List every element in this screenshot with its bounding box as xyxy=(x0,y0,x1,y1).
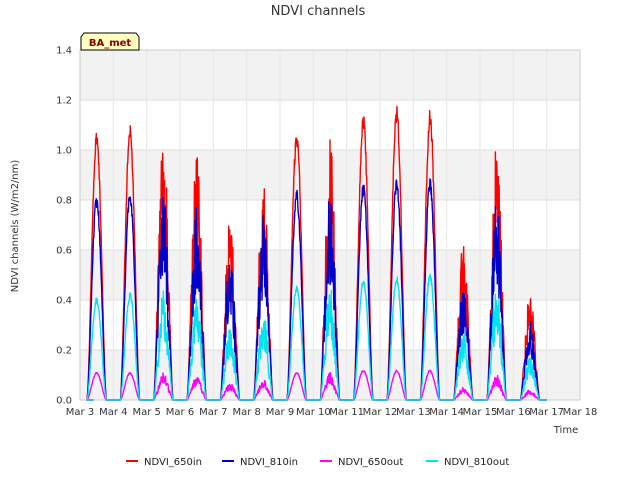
legend-item-ndvi-650out: NDVI_650out xyxy=(320,457,403,468)
y-tick-label: 0.6 xyxy=(56,246,72,257)
x-tick-labels: Mar 3 Mar 4 Mar 5 Mar 6 Mar 7 Mar 8 Mar 9 Mar 1… xyxy=(66,407,598,418)
x-tick-label: Mar 10 xyxy=(296,407,331,418)
x-tick-label: Mar 18 xyxy=(563,407,598,418)
x-tick-label: Mar 17 xyxy=(529,407,564,418)
legend-label: NDVI_810in xyxy=(240,457,298,468)
x-tick-label: Mar 8 xyxy=(232,407,260,418)
x-tick-label: Mar 3 xyxy=(66,407,94,418)
x-tick-label: Mar 16 xyxy=(496,407,531,418)
x-tick-label: Mar 5 xyxy=(132,407,160,418)
legend-item-ndvi-650in: NDVI_650in xyxy=(126,457,202,468)
legend-label: NDVI_810out xyxy=(444,457,509,468)
badge-label: BA_met xyxy=(89,38,132,49)
x-tick-label: Mar 14 xyxy=(429,407,464,418)
series-line-ndvi-810out xyxy=(86,273,547,401)
plot-band xyxy=(80,50,580,100)
y-tick-label: 0.8 xyxy=(56,196,72,207)
y-tick-label: 0.2 xyxy=(56,346,72,357)
legend-label: NDVI_650in xyxy=(144,457,202,468)
legend-item-ndvi-810in: NDVI_810in xyxy=(222,457,298,468)
y-tick-label: 1.4 xyxy=(56,46,72,57)
chart-title: NDVI channels xyxy=(271,4,366,19)
x-axis-label: Time xyxy=(553,425,578,436)
y-tick-label: 1.0 xyxy=(56,146,72,157)
site-badge: BA_met xyxy=(80,32,140,51)
y-tick-labels: 0.0 0.2 0.4 0.6 0.8 1.0 1.2 1.4 xyxy=(56,46,72,407)
x-tick-label: Mar 12 xyxy=(363,407,398,418)
x-tick-label: Mar 9 xyxy=(266,407,294,418)
x-tick-label: Mar 11 xyxy=(329,407,364,418)
series-layer xyxy=(86,105,547,401)
x-tick-label: Mar 6 xyxy=(166,407,194,418)
legend: NDVI_650in NDVI_810in NDVI_650out NDVI_810o… xyxy=(126,457,509,468)
x-tick-label: Mar 7 xyxy=(199,407,227,418)
badge-box xyxy=(80,32,140,51)
legend-item-ndvi-810out: NDVI_810out xyxy=(426,457,509,468)
x-tick-label: Mar 4 xyxy=(99,407,127,418)
legend-label: NDVI_650out xyxy=(338,457,403,468)
x-tick-label: Mar 13 xyxy=(396,407,431,418)
y-tick-label: 1.2 xyxy=(56,96,72,107)
y-axis-label: NDVI channels (W/m2/nm) xyxy=(10,160,21,293)
plot-frame xyxy=(79,49,581,401)
x-tick-label: Mar 15 xyxy=(463,407,498,418)
y-tick-label: 0.4 xyxy=(56,296,72,307)
y-tick-label: 0.0 xyxy=(56,396,72,407)
